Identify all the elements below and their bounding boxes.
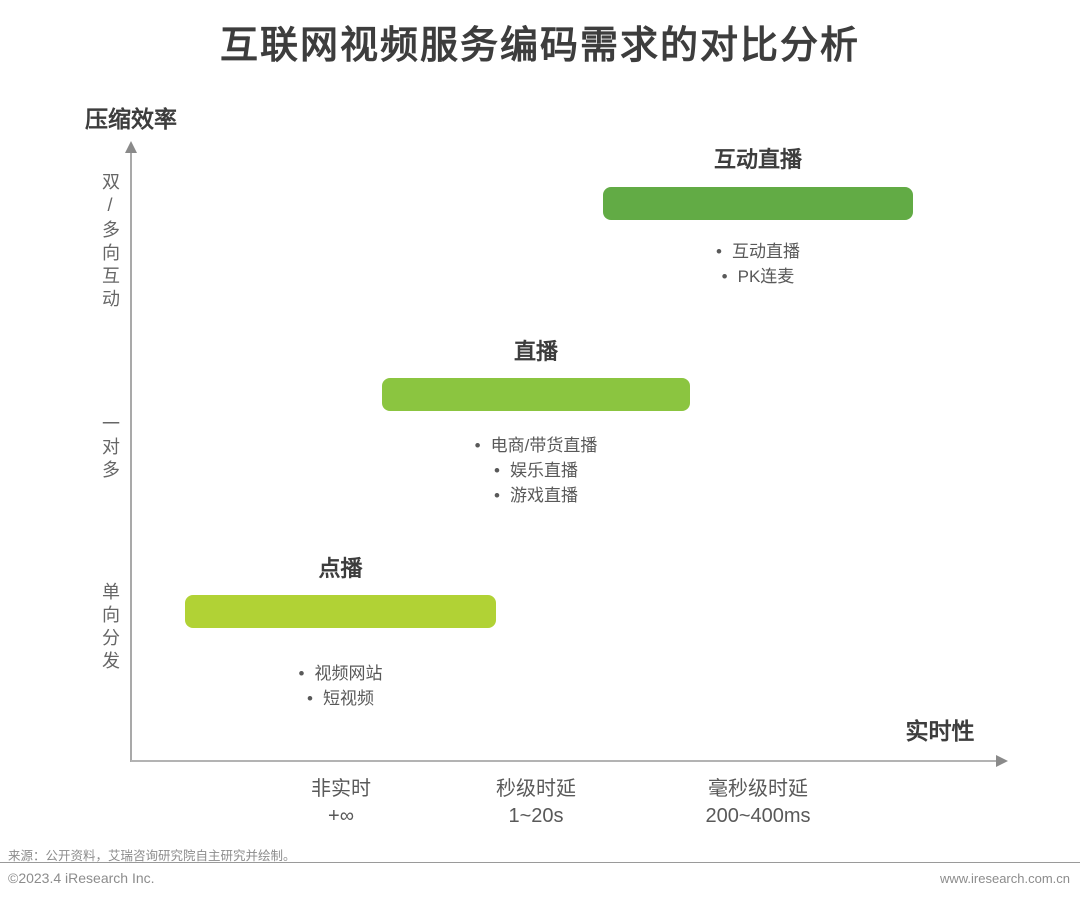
arrow-right-icon	[996, 755, 1008, 767]
y-axis-title: 压缩效率	[85, 106, 177, 132]
y-category-one-to-many: 一对多	[100, 414, 120, 483]
list-item: 电商/带货直播	[382, 433, 690, 458]
list-item: 互动直播	[603, 239, 913, 264]
x-tick-sublabel: 200~400ms	[705, 805, 811, 827]
bar-label-interactive-live: 互动直播	[713, 147, 802, 172]
x-tick-millisecond-latency: 毫秒级时延 200~400ms	[648, 776, 868, 830]
x-axis-line	[131, 755, 1008, 767]
x-axis-title: 实时性	[905, 718, 975, 744]
website-url: www.iresearch.com.cn	[939, 871, 1070, 886]
bullet-list-live: 电商/带货直播 娱乐直播 游戏直播	[382, 433, 690, 508]
bullet-list-interactive-live: 互动直播 PK连麦	[603, 239, 913, 289]
copyright-text: ©2023.4 iResearch Inc.	[8, 870, 155, 886]
bar-label-vod: 点播	[318, 556, 363, 581]
list-item: 娱乐直播	[382, 458, 690, 483]
bar-vod	[185, 595, 496, 628]
list-item: 短视频	[185, 686, 496, 711]
bar-label-live: 直播	[513, 339, 558, 364]
x-tick-non-realtime: 非实时 +∞	[231, 776, 451, 830]
page-title: 互联网视频服务编码需求的对比分析	[219, 25, 860, 67]
list-item: PK连麦	[603, 264, 913, 289]
x-tick-sublabel: 1~20s	[508, 805, 564, 827]
y-category-one-way-distribution: 单向分发	[100, 582, 120, 674]
arrow-up-icon	[125, 141, 137, 153]
y-category-multiway-interaction: 双/多向互动	[100, 172, 120, 312]
footer-divider	[0, 862, 1080, 863]
bullet-list-vod: 视频网站 短视频	[185, 661, 496, 711]
source-note: 来源：公开资料，艾瑞咨询研究院自主研究并绘制。	[8, 849, 296, 863]
y-axis-line	[125, 141, 137, 762]
x-tick-label: 秒级时延	[496, 778, 576, 800]
x-tick-second-latency: 秒级时延 1~20s	[426, 776, 646, 830]
bar-live	[382, 378, 690, 411]
x-tick-label: 非实时	[311, 778, 371, 800]
bar-interactive-live	[603, 187, 913, 220]
list-item: 视频网站	[185, 661, 496, 686]
list-item: 游戏直播	[382, 483, 690, 508]
x-tick-sublabel: +∞	[328, 805, 354, 827]
x-tick-label: 毫秒级时延	[708, 778, 808, 800]
